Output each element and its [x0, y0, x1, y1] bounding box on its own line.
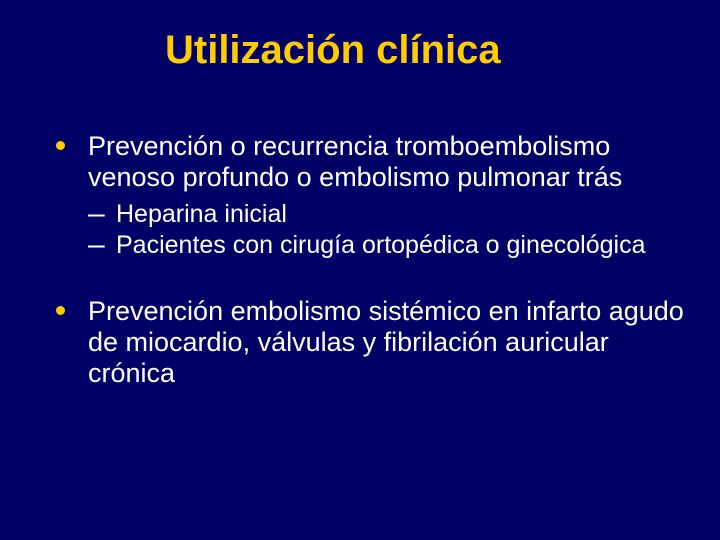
- sub-bullet-item: – Pacientes con cirugía ortopédica o gin…: [88, 230, 690, 261]
- bullet-item: Prevención o recurrencia tromboembolismo…: [56, 131, 690, 262]
- dash-icon: –: [88, 226, 105, 264]
- sub-bullet-text: Pacientes con cirugía ortopédica o ginec…: [116, 231, 646, 259]
- bullet-icon: [56, 306, 65, 315]
- bullet-list: Prevención o recurrencia tromboembolismo…: [30, 131, 690, 389]
- bullet-icon: [56, 141, 65, 150]
- sub-bullet-text: Heparina inicial: [116, 200, 287, 228]
- sub-bullet-item: – Heparina inicial: [88, 199, 690, 230]
- bullet-text: Prevención embolismo sistémico en infart…: [88, 296, 684, 388]
- bullet-text: Prevención o recurrencia tromboembolismo…: [88, 131, 622, 192]
- slide-title: Utilización clínica: [165, 28, 690, 73]
- slide: Utilización clínica Prevención o recurre…: [0, 0, 720, 540]
- sub-bullet-list: – Heparina inicial – Pacientes con cirug…: [88, 199, 690, 262]
- bullet-item: Prevención embolismo sistémico en infart…: [56, 296, 690, 389]
